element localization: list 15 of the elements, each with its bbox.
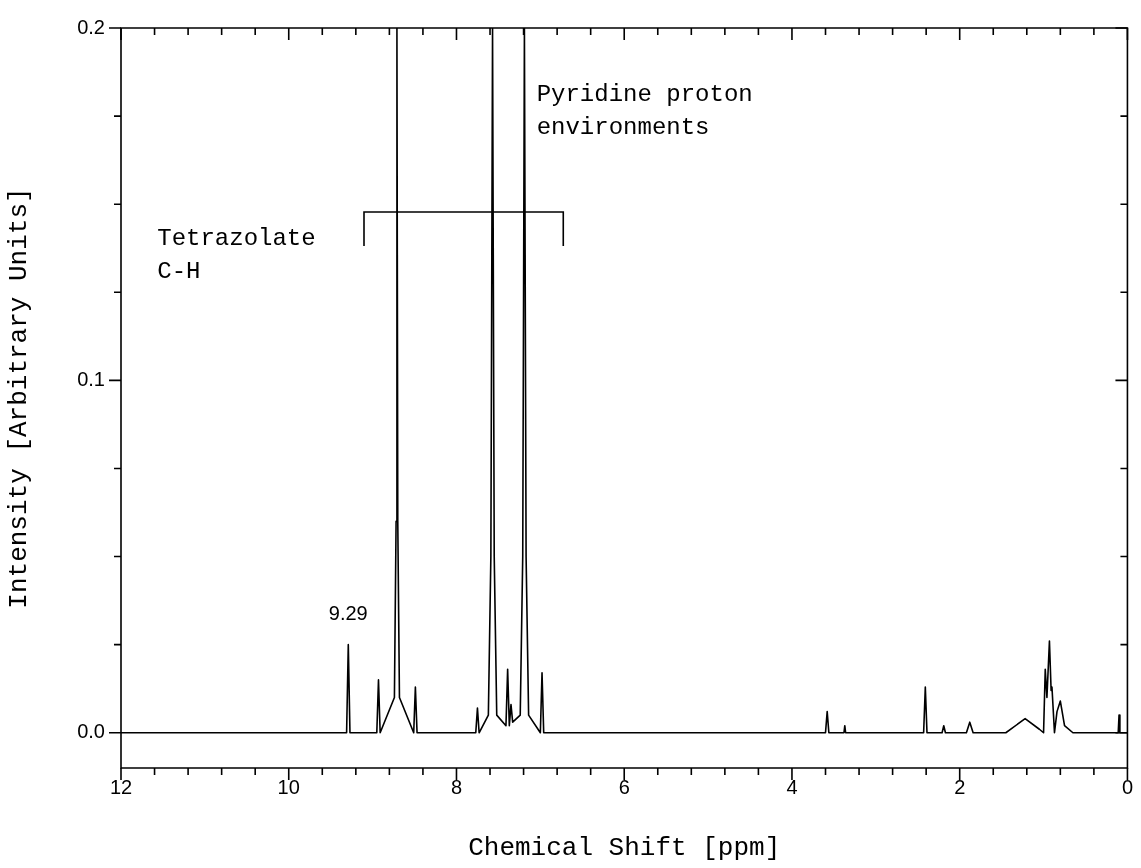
y-axis-title: Intensity [Arbitrary Units] <box>4 187 35 609</box>
x-tick-label: 12 <box>109 775 133 798</box>
annotation: Tetrazolate C-H <box>157 225 316 286</box>
y-tick-label: 0.0 <box>77 720 105 743</box>
annotation: 9.29 <box>328 602 368 625</box>
annotation: Pyridine proton environments <box>536 80 753 141</box>
x-tick-label: 10 <box>277 775 300 798</box>
x-tick-label: 6 <box>618 775 630 798</box>
x-axis-title: Chemical Shift [ppm] <box>468 833 781 864</box>
y-tick-label: 0.1 <box>77 367 105 390</box>
x-tick-label: 4 <box>786 775 798 798</box>
x-tick-label: 8 <box>450 775 463 798</box>
x-tick-label: 2 <box>954 775 966 798</box>
x-tick-label: 0 <box>1121 775 1133 798</box>
y-tick-label: 0.2 <box>77 15 105 38</box>
